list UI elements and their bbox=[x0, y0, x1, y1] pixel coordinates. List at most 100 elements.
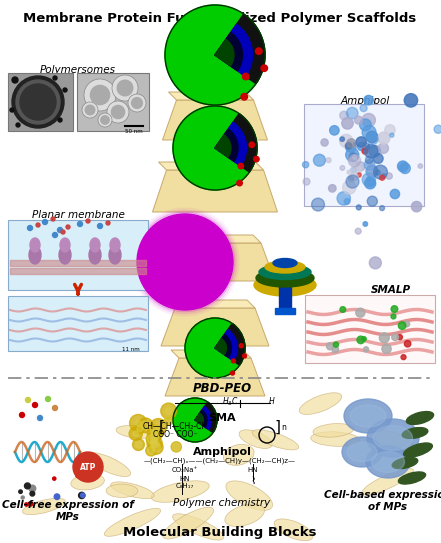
Circle shape bbox=[350, 173, 358, 181]
Circle shape bbox=[28, 502, 33, 506]
Circle shape bbox=[78, 493, 85, 498]
Ellipse shape bbox=[375, 431, 417, 458]
Ellipse shape bbox=[90, 238, 100, 252]
Text: Molecular Building Blocks: Molecular Building Blocks bbox=[123, 526, 317, 539]
Circle shape bbox=[380, 206, 385, 211]
Circle shape bbox=[30, 491, 35, 496]
Circle shape bbox=[390, 190, 400, 199]
Circle shape bbox=[172, 443, 180, 451]
Circle shape bbox=[374, 165, 387, 179]
Circle shape bbox=[20, 84, 56, 120]
Text: $H_3C$: $H_3C$ bbox=[222, 395, 239, 407]
Text: ⌇: ⌇ bbox=[250, 476, 256, 486]
Circle shape bbox=[375, 170, 380, 175]
Wedge shape bbox=[215, 113, 257, 172]
Text: ]: ] bbox=[275, 420, 281, 435]
Text: PBD-PEO: PBD-PEO bbox=[192, 382, 251, 395]
Ellipse shape bbox=[254, 274, 316, 296]
Circle shape bbox=[356, 137, 366, 147]
Circle shape bbox=[364, 160, 375, 170]
Circle shape bbox=[344, 199, 350, 204]
Circle shape bbox=[25, 503, 28, 506]
Circle shape bbox=[27, 225, 33, 230]
Polygon shape bbox=[175, 30, 255, 68]
Text: Amphipol: Amphipol bbox=[340, 96, 390, 106]
Circle shape bbox=[363, 143, 370, 150]
Circle shape bbox=[152, 443, 161, 452]
Circle shape bbox=[129, 427, 142, 440]
Circle shape bbox=[367, 161, 373, 167]
Ellipse shape bbox=[226, 481, 273, 510]
Circle shape bbox=[146, 433, 158, 445]
Ellipse shape bbox=[151, 481, 209, 502]
Circle shape bbox=[85, 105, 95, 115]
Circle shape bbox=[345, 143, 351, 149]
Bar bbox=[279, 285, 291, 313]
Circle shape bbox=[363, 347, 369, 352]
Circle shape bbox=[19, 413, 25, 418]
Wedge shape bbox=[215, 129, 238, 161]
Circle shape bbox=[346, 175, 359, 188]
Polygon shape bbox=[153, 170, 277, 212]
Circle shape bbox=[137, 214, 233, 310]
Circle shape bbox=[370, 257, 381, 269]
Circle shape bbox=[237, 180, 242, 186]
Circle shape bbox=[340, 137, 344, 141]
Text: COO⁻ COO⁻: COO⁻ COO⁻ bbox=[153, 430, 197, 439]
Circle shape bbox=[130, 414, 147, 432]
Wedge shape bbox=[195, 407, 212, 430]
Circle shape bbox=[84, 79, 116, 111]
Polygon shape bbox=[158, 162, 264, 170]
Circle shape bbox=[173, 398, 217, 442]
Text: Planar membrane: Planar membrane bbox=[32, 210, 124, 220]
Text: [: [ bbox=[159, 420, 165, 435]
Circle shape bbox=[362, 125, 376, 140]
Circle shape bbox=[146, 445, 157, 456]
Ellipse shape bbox=[60, 238, 70, 252]
Circle shape bbox=[171, 442, 181, 452]
Text: Cell-based expression
of MPs: Cell-based expression of MPs bbox=[324, 490, 441, 512]
Circle shape bbox=[132, 439, 144, 451]
Circle shape bbox=[369, 146, 381, 157]
Circle shape bbox=[379, 333, 389, 343]
Circle shape bbox=[76, 473, 80, 478]
Circle shape bbox=[362, 173, 375, 186]
Ellipse shape bbox=[252, 430, 299, 450]
Wedge shape bbox=[215, 324, 245, 365]
Text: SMALP: SMALP bbox=[371, 285, 411, 295]
Wedge shape bbox=[215, 339, 226, 355]
Circle shape bbox=[150, 426, 159, 435]
Ellipse shape bbox=[111, 482, 154, 498]
Circle shape bbox=[401, 355, 406, 359]
Circle shape bbox=[86, 219, 90, 223]
Circle shape bbox=[128, 94, 146, 112]
Circle shape bbox=[365, 178, 376, 189]
Polygon shape bbox=[171, 350, 251, 358]
Bar bbox=[275, 308, 295, 314]
Circle shape bbox=[241, 93, 247, 100]
Circle shape bbox=[112, 75, 138, 101]
Circle shape bbox=[368, 179, 375, 186]
Circle shape bbox=[165, 408, 172, 414]
Circle shape bbox=[391, 314, 396, 319]
Circle shape bbox=[135, 441, 142, 447]
Circle shape bbox=[152, 430, 158, 436]
Ellipse shape bbox=[225, 504, 265, 527]
Circle shape bbox=[98, 113, 112, 127]
Ellipse shape bbox=[265, 261, 305, 273]
FancyBboxPatch shape bbox=[8, 296, 148, 351]
Ellipse shape bbox=[313, 424, 354, 437]
Ellipse shape bbox=[89, 246, 101, 264]
Text: Cell-free expression of
MPs: Cell-free expression of MPs bbox=[2, 500, 134, 522]
Circle shape bbox=[326, 343, 334, 350]
Circle shape bbox=[397, 161, 408, 172]
Circle shape bbox=[356, 162, 365, 171]
Wedge shape bbox=[215, 40, 234, 66]
Circle shape bbox=[380, 175, 385, 180]
Circle shape bbox=[366, 165, 378, 178]
Circle shape bbox=[135, 212, 235, 312]
Circle shape bbox=[364, 96, 374, 105]
Circle shape bbox=[337, 192, 351, 205]
Wedge shape bbox=[215, 135, 231, 157]
Circle shape bbox=[150, 426, 159, 435]
